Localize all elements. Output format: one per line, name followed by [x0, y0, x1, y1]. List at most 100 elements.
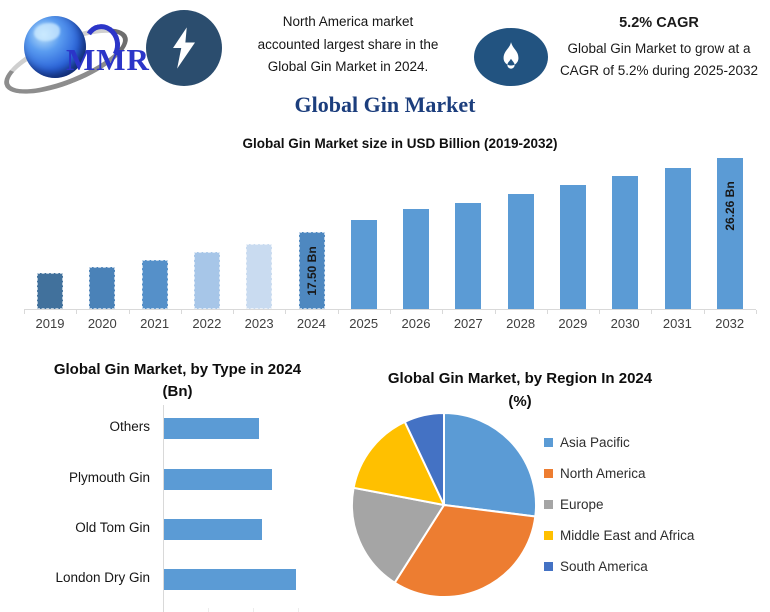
market-size-bar-chart: 2019 2020 2021 2022 2023 2024 17.50 Bn 2025 2026…: [24, 155, 757, 335]
x-axis-tick: [338, 310, 339, 314]
x-tick-label-2020: 2020: [87, 316, 117, 331]
pie-slice-south-america: [403, 411, 445, 506]
by-type-title-line: (Bn): [162, 382, 193, 400]
x-axis-tick: [181, 310, 182, 314]
pie-slice-middle-east-and-africa: [352, 420, 446, 507]
x-axis-tick: [442, 310, 443, 314]
legend-label: Asia Pacific: [560, 435, 630, 450]
x-axis-tick: [76, 310, 77, 314]
bar-2022: [194, 252, 220, 309]
cagr-title: 5.2% CAGR: [619, 15, 699, 31]
highlight-text: North America market accounted largest s…: [228, 11, 468, 79]
by-region-chart-title: Global Gin Market, by Region In 2024 (%): [345, 368, 695, 413]
x-tick-label-2022: 2022: [192, 316, 222, 331]
highlight-line: North America market: [282, 14, 414, 29]
by-type-title-line: Global Gin Market, by Type in 2024: [53, 361, 302, 378]
bar-2023: [246, 244, 273, 309]
bar-2032: [716, 158, 743, 309]
bar-2030: [612, 176, 639, 309]
legend-item-north-america: North America: [544, 466, 646, 481]
x-tick-label-2029: 2029: [558, 316, 588, 331]
x-tick-label-2025: 2025: [349, 316, 379, 331]
lightning-icon: [146, 10, 222, 86]
highlight-line: accounted largest share in the: [257, 36, 439, 52]
legend-swatch: [544, 438, 553, 447]
mmr-logo: MMR: [0, 8, 149, 108]
x-axis: [24, 309, 756, 310]
bar-2026: [403, 209, 430, 309]
by-type-x-tick: [253, 608, 254, 612]
bar-2024: [298, 232, 325, 309]
by-type-bar-chart: Global Gin Market, by Type in 2024 (Bn) …: [0, 355, 340, 612]
x-axis-tick: [390, 310, 391, 314]
legend-label: South America: [560, 559, 648, 574]
legend-item-south-america: South America: [544, 559, 648, 574]
cagr-line: CAGR of 5.2% during 2025-2032: [559, 62, 759, 78]
x-axis-tick: [756, 310, 757, 314]
x-axis-tick: [495, 310, 496, 314]
type-label-old-tom-gin: Old Tom Gin: [75, 520, 150, 535]
bar-2027: [455, 203, 482, 309]
x-axis-tick: [285, 310, 286, 314]
legend-label: Middle East and Africa: [560, 528, 695, 543]
by-region-title-line: Global Gin Market, by Region In 2024: [387, 370, 653, 387]
by-region-pie-chart: [350, 411, 537, 599]
type-bar-london-dry-gin: [164, 568, 296, 590]
x-axis-tick: [24, 310, 25, 314]
by-type-x-tick: [208, 608, 209, 612]
legend-item-europe: Europe: [544, 497, 604, 512]
x-tick-label-2027: 2027: [453, 316, 483, 331]
x-axis-tick: [704, 310, 705, 314]
by-type-y-axis: [163, 405, 164, 612]
bar-2031: [664, 168, 691, 309]
flame-icon: [474, 28, 548, 86]
type-bar-old-tom-gin: [164, 518, 262, 540]
type-label-london-dry-gin: London Dry Gin: [55, 570, 150, 585]
x-axis-tick: [233, 310, 234, 314]
by-region-title-line: (%): [508, 392, 532, 410]
type-label-plymouth-gin: Plymouth Gin: [68, 470, 150, 485]
x-tick-label-2019: 2019: [35, 316, 65, 331]
legend-label: North America: [560, 466, 646, 481]
highlight-line: Global Gin Market in 2024.: [267, 59, 429, 75]
type-bar-plymouth-gin: [164, 468, 272, 490]
x-axis-tick: [651, 310, 652, 314]
x-tick-label-2028: 2028: [506, 316, 536, 331]
x-tick-label-2021: 2021: [140, 316, 170, 331]
legend-item-middle-east-and-africa: Middle East and Africa: [544, 528, 694, 543]
page-title: Global Gin Market: [294, 92, 476, 117]
x-axis-tick: [129, 310, 130, 314]
type-label-others: Others: [109, 419, 150, 434]
bar-2021: [141, 260, 168, 309]
bar-2020: [89, 267, 116, 309]
pie-slice-asia-pacific: [443, 411, 537, 518]
globe-icon: [24, 16, 86, 78]
x-axis-tick: [599, 310, 600, 314]
legend-swatch: [544, 531, 553, 540]
legend-item-asia-pacific: Asia Pacific: [544, 435, 630, 450]
legend-label: Europe: [560, 497, 604, 512]
x-tick-label-2031: 2031: [662, 316, 692, 331]
bar-2019: [37, 273, 64, 309]
x-tick-label-2030: 2030: [610, 316, 640, 331]
x-tick-label-2026: 2026: [401, 316, 431, 331]
type-bar-others: [164, 417, 259, 439]
x-tick-label-2023: 2023: [244, 316, 274, 331]
bar-2025: [350, 220, 377, 309]
legend-swatch: [544, 500, 553, 509]
legend-swatch: [544, 562, 553, 571]
x-axis-tick: [547, 310, 548, 314]
bar-2028: [507, 194, 534, 309]
by-type-x-tick: [298, 608, 299, 612]
legend-swatch: [544, 469, 553, 478]
market-size-chart-title: Global Gin Market size in USD Billion (2…: [242, 136, 558, 151]
cagr-block: 5.2% CAGR Global Gin Market to grow at a…: [550, 15, 768, 81]
bar-2029: [560, 185, 586, 309]
pie-slice-europe: [350, 486, 446, 585]
cagr-line: Global Gin Market to grow at a: [567, 41, 751, 56]
by-type-chart-title: Global Gin Market, by Type in 2024 (Bn): [20, 359, 335, 403]
x-tick-label-2032: 2032: [715, 316, 745, 331]
x-tick-label-2024: 2024: [296, 316, 326, 331]
logo-text: MMR: [66, 42, 150, 77]
